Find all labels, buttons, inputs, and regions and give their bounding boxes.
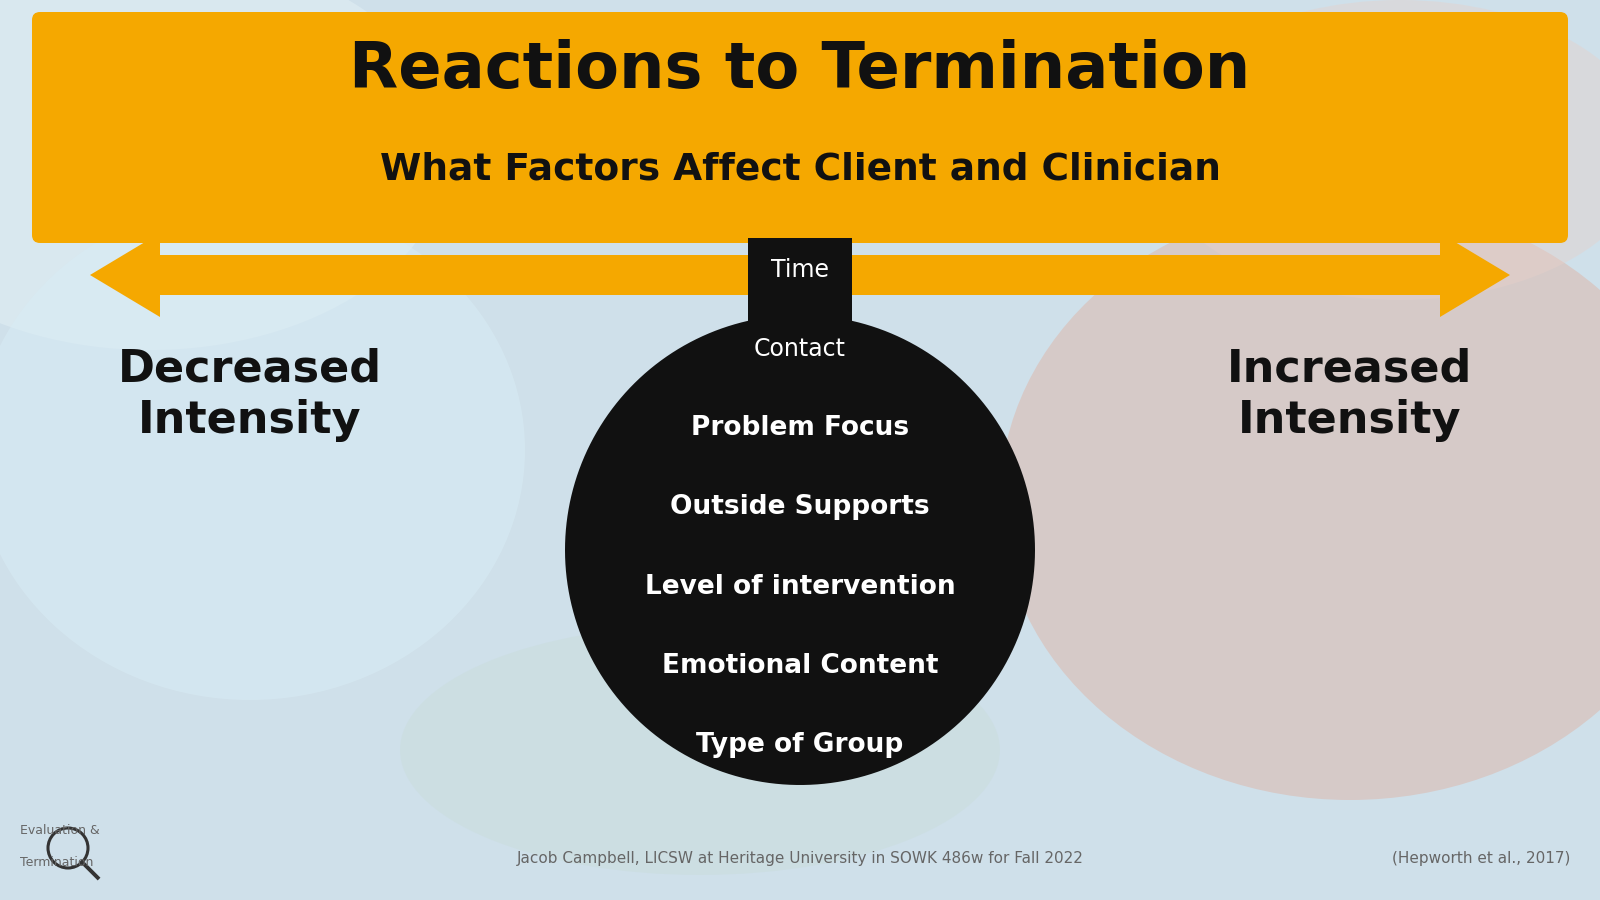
Polygon shape (90, 233, 1510, 317)
Text: Termination: Termination (19, 856, 93, 868)
Text: Contact: Contact (754, 338, 846, 361)
Ellipse shape (1000, 200, 1600, 800)
Text: (Hepworth et al., 2017): (Hepworth et al., 2017) (1392, 850, 1570, 866)
FancyBboxPatch shape (32, 12, 1568, 243)
Ellipse shape (400, 625, 1000, 875)
Text: Time: Time (771, 258, 829, 282)
Text: Increased
Intensity: Increased Intensity (1227, 347, 1472, 442)
Ellipse shape (0, 0, 450, 350)
Text: Outside Supports: Outside Supports (670, 494, 930, 520)
Text: Decreased
Intensity: Decreased Intensity (118, 347, 382, 442)
Text: Problem Focus: Problem Focus (691, 415, 909, 441)
Text: Evaluation &: Evaluation & (19, 824, 99, 836)
Text: Reactions to Termination: Reactions to Termination (349, 39, 1251, 101)
Text: Jacob Campbell, LICSW at Heritage University in SOWK 486w for Fall 2022: Jacob Campbell, LICSW at Heritage Univer… (517, 850, 1083, 866)
Text: Type of Group: Type of Group (696, 732, 904, 758)
Text: Emotional Content: Emotional Content (662, 652, 938, 679)
Text: What Factors Affect Client and Clinician: What Factors Affect Client and Clinician (379, 152, 1221, 188)
Polygon shape (565, 238, 1035, 785)
Ellipse shape (0, 200, 525, 700)
Ellipse shape (1150, 0, 1600, 300)
Text: Level of intervention: Level of intervention (645, 573, 955, 599)
